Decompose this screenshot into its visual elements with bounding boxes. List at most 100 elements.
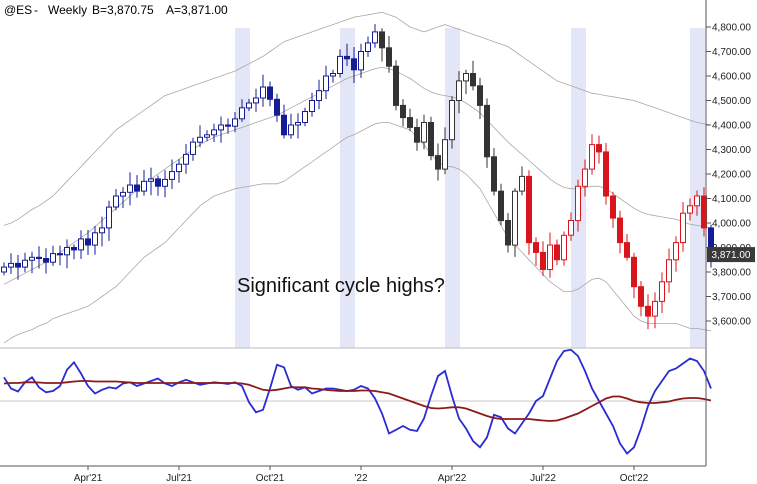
- cycle-highlight-2: [340, 28, 355, 348]
- candle: [421, 114, 427, 150]
- candle: [554, 239, 560, 266]
- candle: [309, 92, 315, 117]
- candle: [428, 116, 434, 161]
- candle: [183, 144, 189, 174]
- oscillator-slow-line: [3, 380, 712, 422]
- y-tick-label: 4,100.00: [712, 194, 751, 205]
- x-tick: Jul'22: [530, 466, 556, 484]
- x-tick-label: Oct'21: [256, 473, 285, 484]
- band-upper: [3, 11, 712, 226]
- candle: [162, 170, 168, 198]
- candle: [407, 108, 413, 132]
- last-price-label: 3,871.00: [712, 250, 751, 261]
- candle: [449, 96, 455, 149]
- candle: [337, 49, 343, 78]
- y-tick: 3,800.00: [706, 268, 751, 279]
- y-tick: 4,500.00: [706, 96, 751, 107]
- x-tick: Oct'21: [256, 466, 285, 484]
- cycle-highlight-5: [690, 28, 705, 348]
- y-tick-label: 4,000.00: [712, 219, 751, 230]
- candle: [92, 225, 98, 255]
- candle: [295, 113, 301, 139]
- y-tick: 4,700.00: [706, 47, 751, 58]
- x-tick-label: Apr'22: [438, 473, 467, 484]
- candle: [246, 98, 252, 111]
- header-dash: -: [34, 3, 38, 17]
- candle: [442, 127, 448, 175]
- candle: [344, 43, 350, 66]
- candle: [379, 28, 385, 62]
- candle: [281, 104, 287, 139]
- candle: [71, 244, 77, 260]
- candle: [638, 281, 644, 317]
- y-tick-label: 3,800.00: [712, 268, 751, 279]
- y-tick-label: 4,600.00: [712, 72, 751, 83]
- candle: [673, 236, 679, 272]
- candle: [491, 148, 497, 196]
- candle: [603, 143, 609, 205]
- candle: [239, 99, 245, 122]
- y-tick: 4,100.00: [706, 194, 751, 205]
- candle: [8, 253, 14, 274]
- y-tick: 3,700.00: [706, 292, 751, 303]
- x-tick-label: '22: [354, 473, 367, 484]
- candle: [505, 213, 511, 253]
- candle: [78, 230, 84, 259]
- candle: [169, 159, 175, 189]
- candle: [57, 245, 63, 266]
- y-tick: 3,600.00: [706, 317, 751, 328]
- band-middle: [3, 66, 712, 285]
- oscillator-pane: [0, 348, 712, 455]
- candle: [36, 246, 42, 269]
- candle: [400, 99, 406, 127]
- candle: [211, 123, 217, 142]
- candle: [666, 248, 672, 293]
- candle: [589, 134, 595, 175]
- candle: [85, 230, 91, 255]
- candle: [43, 248, 49, 274]
- candle: [533, 237, 539, 266]
- header-ask: A=3,871.00: [166, 3, 228, 17]
- band-lower: [3, 122, 712, 344]
- candle: [148, 167, 154, 196]
- x-tick-label: Jul'22: [530, 473, 556, 484]
- y-tick-label: 4,800.00: [712, 23, 751, 34]
- candle: [652, 292, 658, 329]
- candle: [274, 93, 280, 122]
- candle: [323, 65, 329, 99]
- candle: [197, 125, 203, 148]
- candle: [526, 170, 532, 255]
- candle: [218, 116, 224, 143]
- candle: [204, 130, 210, 142]
- candle: [99, 216, 105, 247]
- candle: [477, 77, 483, 119]
- candle: [134, 175, 140, 198]
- candle: [694, 190, 700, 216]
- candle: [540, 241, 546, 276]
- candle: [141, 169, 147, 196]
- header-symbol: @ES: [4, 3, 32, 17]
- candle: [64, 239, 70, 269]
- y-axis: 3,600.003,700.003,800.003,900.004,000.00…: [706, 23, 751, 328]
- x-tick-label: Oct'22: [620, 473, 649, 484]
- candle: [561, 231, 567, 266]
- candle: [624, 234, 630, 261]
- candle: [225, 118, 231, 134]
- x-tick: Apr'22: [438, 466, 467, 484]
- candle: [547, 232, 553, 278]
- y-tick: 4,000.00: [706, 219, 751, 230]
- candle: [155, 175, 161, 196]
- y-tick: 4,300.00: [706, 145, 751, 156]
- y-tick-label: 3,600.00: [712, 317, 751, 328]
- x-tick: '22: [354, 466, 368, 484]
- y-tick-label: 4,700.00: [712, 47, 751, 58]
- candle: [596, 135, 602, 164]
- candle: [582, 159, 588, 197]
- y-tick-label: 4,200.00: [712, 170, 751, 181]
- candle: [414, 118, 420, 151]
- candle: [253, 88, 259, 112]
- header-timeframe: Weekly: [48, 3, 87, 17]
- y-tick-label: 4,300.00: [712, 145, 751, 156]
